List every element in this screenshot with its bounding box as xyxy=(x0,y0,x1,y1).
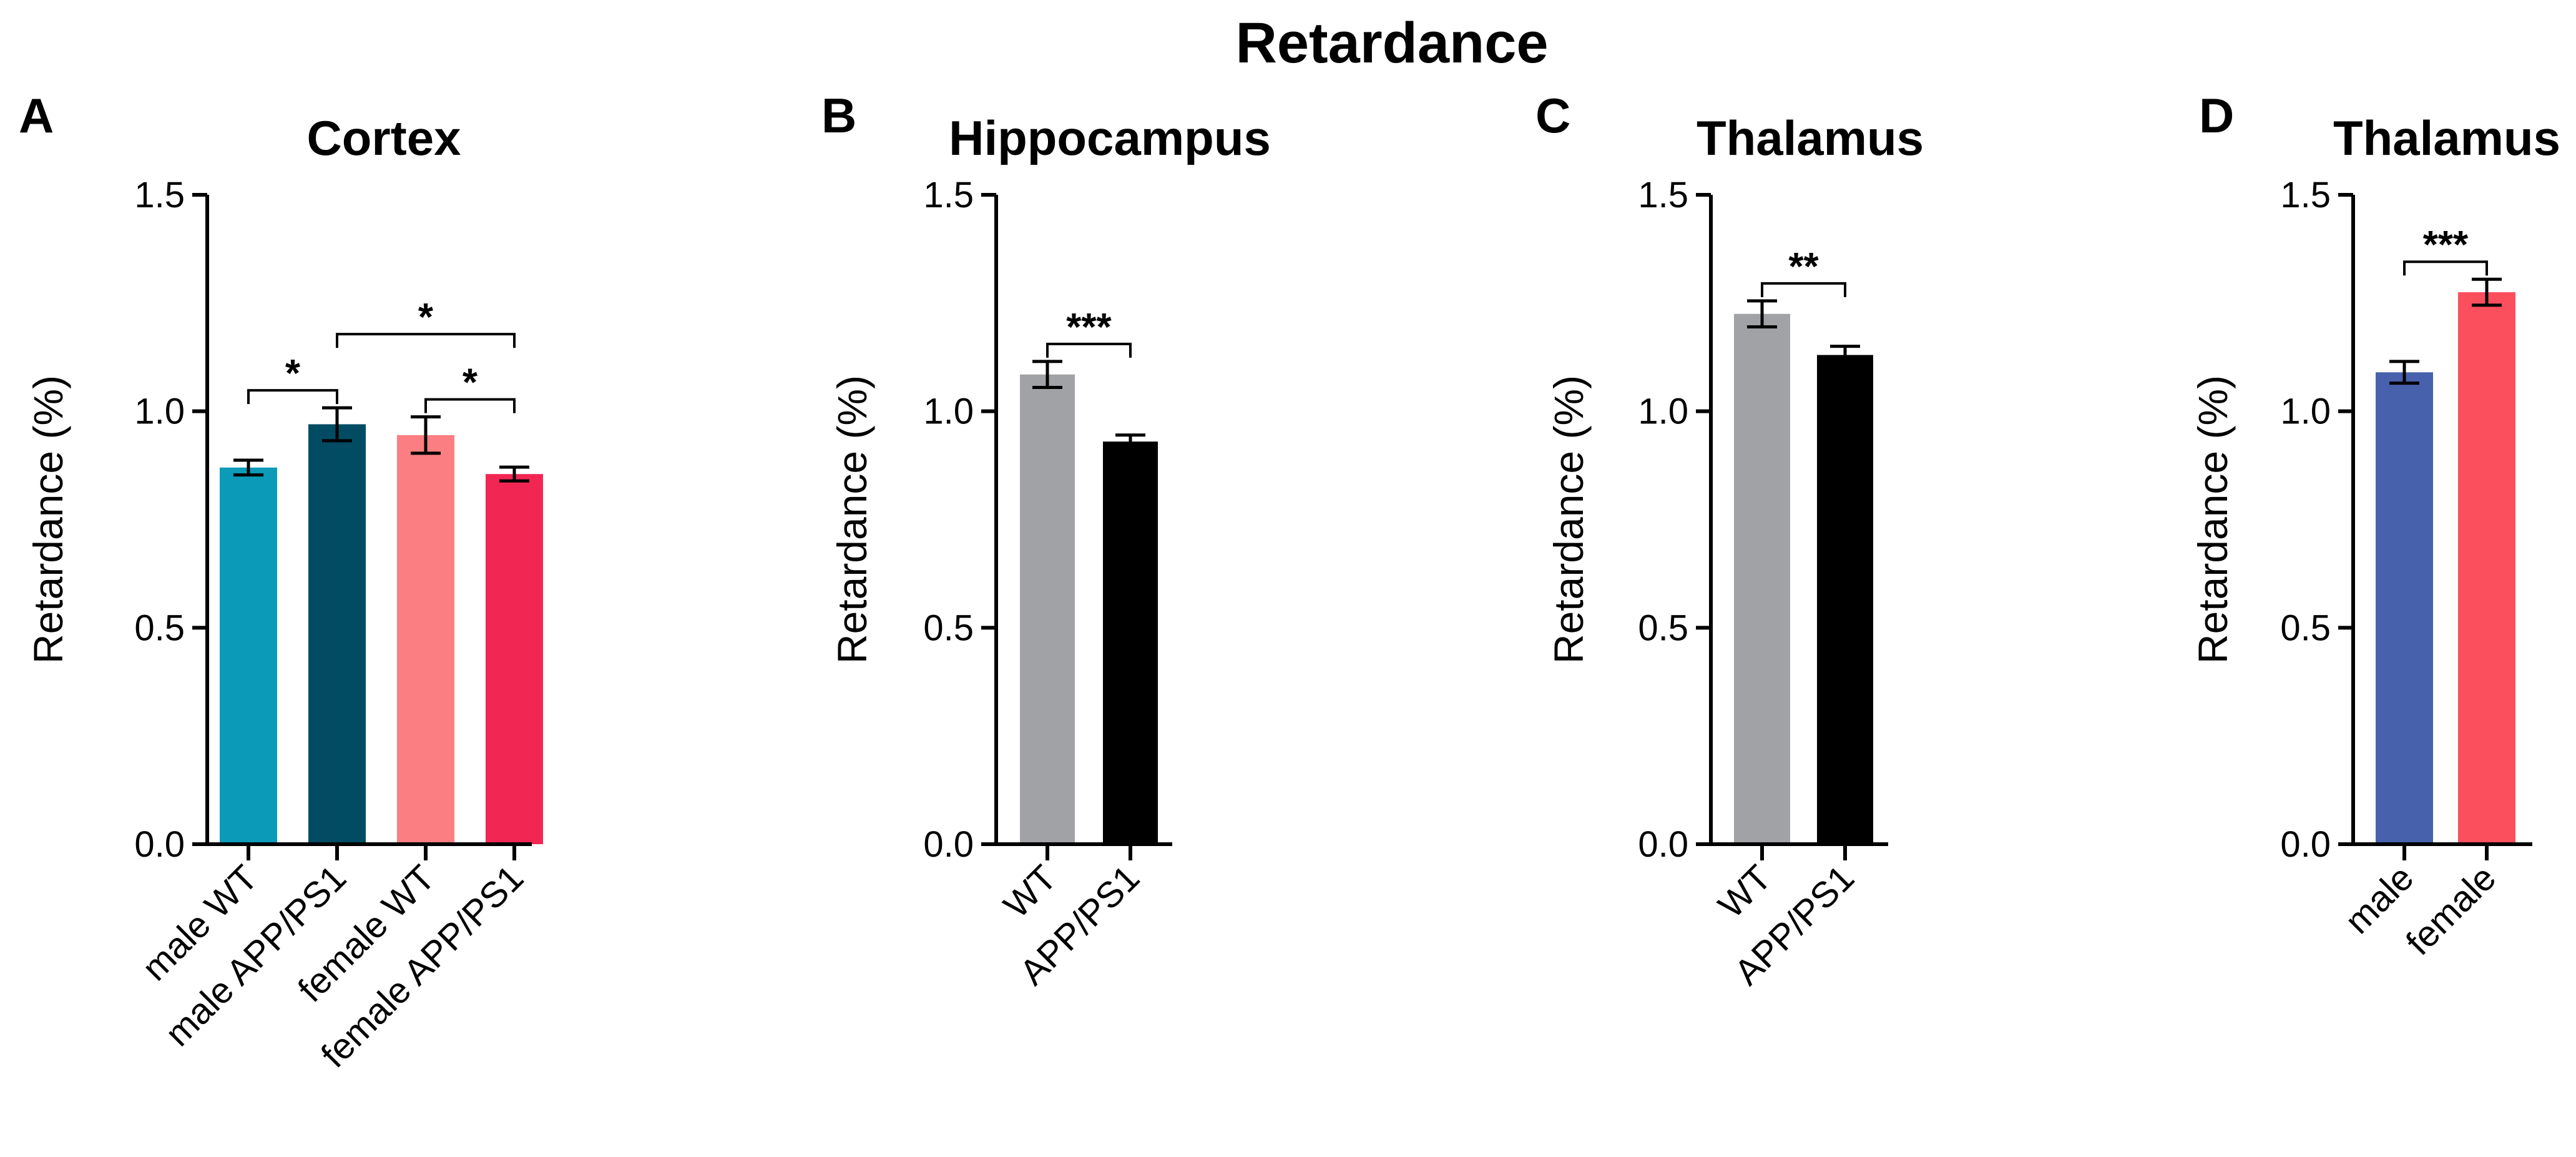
y-tick-label: 1.0 xyxy=(923,391,974,432)
bar-wt xyxy=(1734,313,1790,845)
significance-bracket xyxy=(1761,282,1846,297)
significance-label: *** xyxy=(1066,306,1112,349)
significance-label: * xyxy=(418,296,434,339)
y-tick-label: 1.5 xyxy=(1638,175,1688,215)
y-axis-label: Retardance (%) xyxy=(25,375,71,664)
y-tick-label: 0.5 xyxy=(1638,608,1688,648)
y-tick-label: 1.0 xyxy=(1638,391,1688,432)
bar-male-app-ps1 xyxy=(308,424,366,844)
figure-title: Retardance xyxy=(1235,11,1548,75)
y-tick-label: 1.0 xyxy=(2280,391,2331,432)
significance-bracket xyxy=(2403,260,2488,276)
significance-bracket xyxy=(247,389,338,405)
panel-B: B Hippocampus Retardance (%) 0.0 0.5 1.0 1.5 WT… xyxy=(821,88,1271,993)
bar-female-wt xyxy=(397,435,454,844)
bar-male xyxy=(2376,372,2433,844)
y-axis-label: Retardance (%) xyxy=(829,375,875,664)
significance-bracket xyxy=(1046,342,1132,358)
y-tick-label: 0.5 xyxy=(134,608,185,648)
panel-title: Thalamus xyxy=(1697,111,1924,165)
significance-bracket xyxy=(336,333,516,348)
y-tick-label: 1.5 xyxy=(923,175,974,215)
significance-label: ** xyxy=(1788,245,1819,288)
y-tick-label: 0.0 xyxy=(2280,824,2331,865)
y-tick-label: 0.5 xyxy=(923,608,974,648)
x-category-label: WT xyxy=(1710,857,1779,926)
y-tick-label: 0.5 xyxy=(2280,608,2331,648)
bar-female-app-ps1 xyxy=(486,474,543,844)
panel-letter: D xyxy=(2199,88,2234,143)
significance-bracket xyxy=(424,398,516,413)
bar-female xyxy=(2458,292,2515,844)
y-tick-label: 1.5 xyxy=(134,175,185,215)
x-category-label: WT xyxy=(996,857,1064,926)
panel-letter: A xyxy=(19,88,54,143)
panel-title: Cortex xyxy=(306,111,461,165)
bar-app-ps1 xyxy=(1817,355,1873,844)
panel-letter: C xyxy=(1535,88,1570,143)
panel-title: Thalamus xyxy=(2333,111,2560,165)
x-category-label: female xyxy=(2398,857,2504,963)
y-tick-label: 0.0 xyxy=(1638,824,1688,865)
bar-male-wt xyxy=(220,467,277,844)
significance-label: *** xyxy=(2423,224,2469,267)
y-tick-label: 1.5 xyxy=(2280,175,2331,215)
significance-label: * xyxy=(463,362,478,405)
bar-wt xyxy=(1020,374,1075,844)
y-axis-label: Retardance (%) xyxy=(1545,375,1592,664)
panel-letter: B xyxy=(821,88,856,143)
significance-label: * xyxy=(285,352,301,395)
y-tick-label: 1.0 xyxy=(134,391,185,432)
y-axis-label: Retardance (%) xyxy=(2190,375,2236,664)
bar-app-ps1 xyxy=(1103,441,1158,844)
y-tick-label: 0.0 xyxy=(923,824,974,865)
panel-title: Hippocampus xyxy=(949,111,1271,165)
y-tick-label: 0.0 xyxy=(134,824,185,865)
